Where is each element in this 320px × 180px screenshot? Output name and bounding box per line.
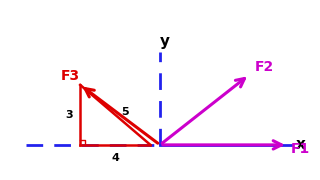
Text: Rectangular Components of a Force: Rectangular Components of a Force — [10, 16, 305, 31]
Text: y: y — [159, 34, 170, 49]
Text: F3: F3 — [61, 69, 80, 83]
Text: 4: 4 — [111, 152, 119, 163]
Text: x: x — [295, 137, 305, 152]
Text: 5: 5 — [122, 107, 129, 117]
Text: F1: F1 — [291, 141, 310, 156]
Text: F2: F2 — [254, 60, 274, 75]
Text: 3: 3 — [65, 110, 73, 120]
